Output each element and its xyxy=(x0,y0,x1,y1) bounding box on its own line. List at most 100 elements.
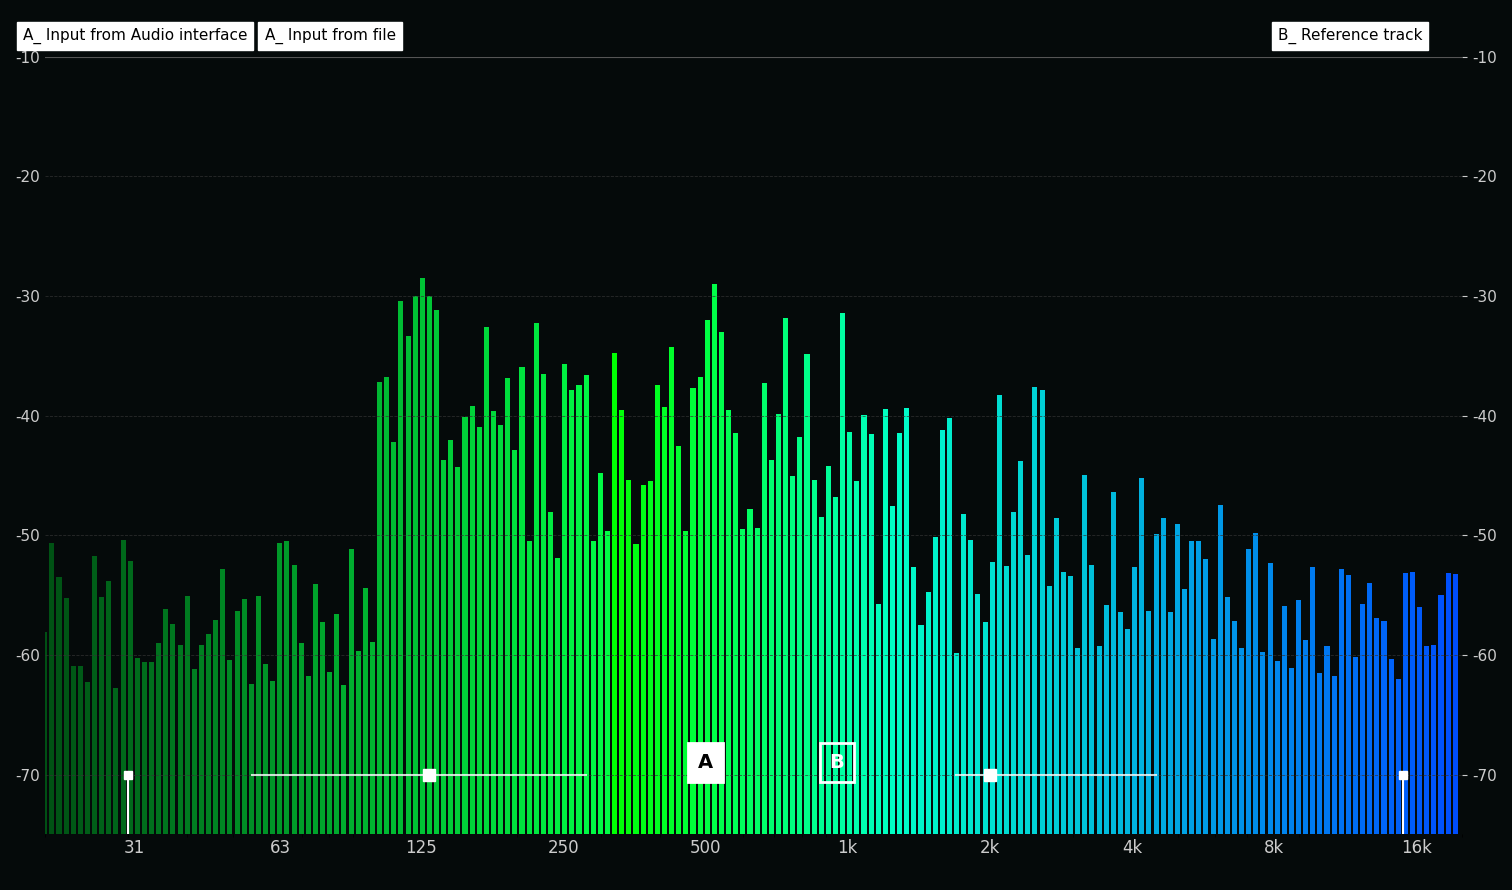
Bar xyxy=(854,481,859,834)
Bar xyxy=(655,384,659,834)
Text: A_ Input from file: A_ Input from file xyxy=(265,28,396,44)
Bar xyxy=(826,465,832,834)
Bar xyxy=(127,562,133,834)
Bar xyxy=(676,446,682,834)
Bar xyxy=(520,368,525,834)
Bar xyxy=(292,565,296,834)
Bar xyxy=(868,433,874,834)
Bar xyxy=(56,577,62,834)
Bar xyxy=(1096,645,1102,834)
Bar xyxy=(1033,387,1037,834)
Bar xyxy=(1453,574,1458,834)
Bar xyxy=(791,475,795,834)
Bar xyxy=(534,323,538,834)
Bar xyxy=(1382,621,1387,834)
Bar xyxy=(405,336,411,834)
Bar xyxy=(363,587,367,834)
Bar xyxy=(1211,639,1216,834)
Bar xyxy=(954,653,959,834)
Bar xyxy=(342,685,346,834)
Bar xyxy=(975,594,980,834)
Bar xyxy=(918,625,924,834)
Bar xyxy=(398,302,404,834)
Bar xyxy=(313,585,318,834)
Bar xyxy=(712,284,717,834)
Bar xyxy=(442,459,446,834)
Bar xyxy=(256,596,262,834)
Bar xyxy=(234,611,239,834)
Bar xyxy=(420,278,425,834)
Bar xyxy=(1061,572,1066,834)
Bar xyxy=(156,643,162,834)
Bar xyxy=(299,643,304,834)
Bar xyxy=(1396,678,1400,834)
Bar xyxy=(384,377,389,834)
Bar xyxy=(741,530,745,834)
Bar xyxy=(1090,564,1095,834)
Bar xyxy=(1267,563,1273,834)
Bar xyxy=(448,441,454,834)
Bar xyxy=(797,437,803,834)
Bar xyxy=(1325,646,1329,834)
Bar xyxy=(1225,597,1229,834)
Bar xyxy=(334,614,339,834)
Bar xyxy=(620,410,624,834)
Bar xyxy=(1253,533,1258,834)
Bar xyxy=(804,354,809,834)
Bar xyxy=(605,531,609,834)
Bar xyxy=(626,480,632,834)
Bar xyxy=(1146,611,1152,834)
Bar xyxy=(1367,583,1373,834)
Bar xyxy=(641,485,646,834)
Bar xyxy=(1238,648,1244,834)
Bar xyxy=(142,662,147,834)
Bar xyxy=(1346,575,1350,834)
Bar xyxy=(284,540,289,834)
Bar xyxy=(1438,595,1444,834)
Bar xyxy=(1111,492,1116,834)
Bar xyxy=(348,549,354,834)
Bar xyxy=(1132,567,1137,834)
Bar xyxy=(242,599,246,834)
Bar xyxy=(968,540,974,834)
Text: B_ Reference track: B_ Reference track xyxy=(1278,28,1423,44)
Bar xyxy=(912,567,916,834)
Bar xyxy=(1125,629,1129,834)
Bar xyxy=(277,543,283,834)
Bar xyxy=(597,473,603,834)
Bar xyxy=(1040,390,1045,834)
Bar xyxy=(271,681,275,834)
Bar xyxy=(576,384,582,834)
Bar xyxy=(555,558,559,834)
Bar xyxy=(783,318,788,834)
Bar xyxy=(85,682,91,834)
Bar xyxy=(933,538,937,834)
Bar xyxy=(705,320,709,834)
Bar xyxy=(1067,577,1074,834)
Bar xyxy=(883,409,888,834)
Bar xyxy=(135,658,141,834)
Bar xyxy=(1332,676,1337,834)
Bar xyxy=(1374,618,1379,834)
Bar xyxy=(221,569,225,834)
Text: A_ Input from Audio interface: A_ Input from Audio interface xyxy=(23,28,246,44)
Bar xyxy=(691,388,696,834)
Bar xyxy=(263,664,268,834)
Bar xyxy=(1139,478,1145,834)
Bar xyxy=(983,622,987,834)
Bar xyxy=(42,633,47,834)
Bar xyxy=(1424,646,1429,834)
Bar xyxy=(962,514,966,834)
Bar xyxy=(355,651,361,834)
Bar xyxy=(526,541,532,834)
Bar xyxy=(1232,621,1237,834)
Bar xyxy=(1117,611,1123,834)
Bar xyxy=(484,327,488,834)
Bar xyxy=(184,595,189,834)
Bar xyxy=(305,676,311,834)
Bar xyxy=(1167,612,1173,834)
Bar xyxy=(812,481,816,834)
Bar xyxy=(1282,606,1287,834)
Bar xyxy=(113,688,118,834)
Bar xyxy=(904,409,909,834)
